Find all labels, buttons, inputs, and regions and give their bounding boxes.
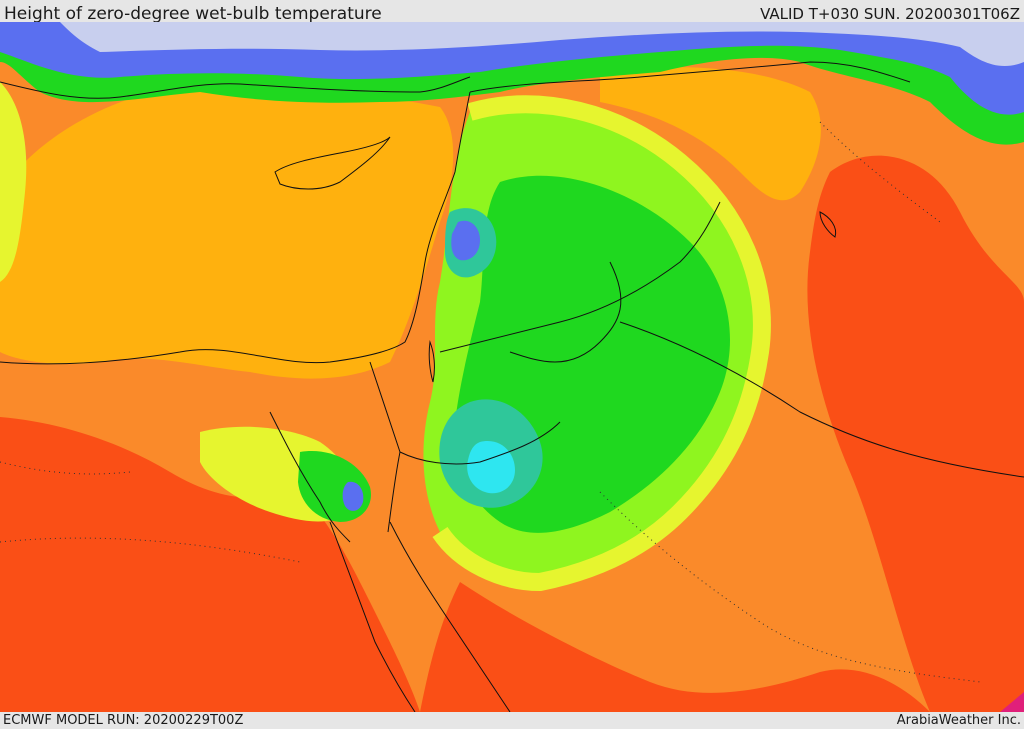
- north-band-lavender: [60, 22, 1024, 67]
- map-title: Height of zero-degree wet-bulb temperatu…: [4, 4, 382, 24]
- boundaries: [0, 61, 1024, 712]
- amber-mediterranean-field: [0, 81, 454, 379]
- aqaba-gulf: [387, 451, 401, 533]
- tigris-lake-outline: [819, 211, 837, 238]
- valid-time: VALID T+030 SUN. 20200301T06Z: [760, 5, 1020, 23]
- yellow-green-west-field: [0, 82, 27, 282]
- dead-sea-outline: [428, 340, 435, 383]
- amber-syria-field: [600, 67, 821, 201]
- jordan-border: [439, 201, 721, 353]
- dotted-boundary-3: [819, 121, 941, 223]
- yellowgreen-ring-field: [432, 95, 771, 592]
- suez-gulf: [269, 411, 351, 543]
- red-orange-saudi-field: [420, 582, 930, 712]
- mediterranean-coast: [0, 91, 471, 365]
- blue-lebanon-field: [451, 220, 480, 261]
- iraq-saudi-border: [619, 321, 1024, 478]
- syria-turkey-border: [469, 61, 911, 93]
- sinai-blue-field: [342, 481, 364, 511]
- red-sea-coast-east: [389, 521, 511, 712]
- cyprus-outline: [274, 136, 391, 190]
- sinai-border: [369, 361, 561, 465]
- red-sea-coast-west: [329, 521, 416, 712]
- red-orange-east-field: [807, 155, 1024, 712]
- magenta-corner-field: [1000, 692, 1024, 712]
- credit-label: ArabiaWeather Inc.: [896, 713, 1021, 728]
- footer-bar: ECMWF MODEL RUN: 20200229T00Z ArabiaWeat…: [0, 712, 1024, 729]
- map-canvas: [0, 22, 1024, 712]
- dotted-boundary-1: [0, 537, 301, 563]
- turkey-coast: [0, 76, 471, 99]
- saudi-jordan-border: [509, 261, 622, 363]
- model-run-label: ECMWF MODEL RUN: 20200229T00Z: [3, 713, 244, 728]
- header-bar: Height of zero-degree wet-bulb temperatu…: [0, 0, 1024, 24]
- dotted-boundaries: [0, 121, 981, 683]
- forecast-map[interactable]: [0, 22, 1024, 712]
- red-orange-egypt-field: [0, 417, 420, 712]
